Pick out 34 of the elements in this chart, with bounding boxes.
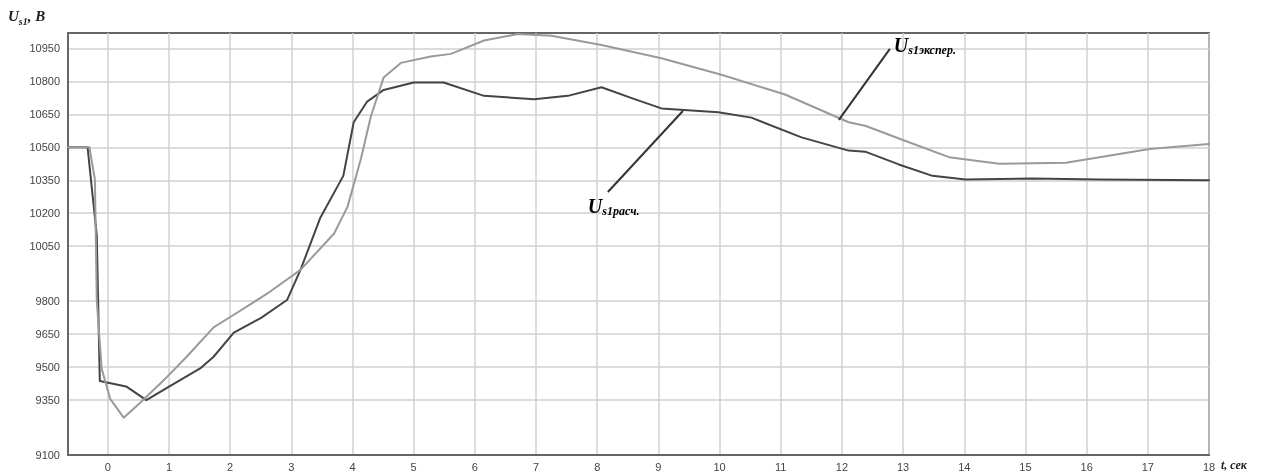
y-axis-title: U$_{s1}$, В bbox=[8, 8, 46, 27]
y-tick-label: 10200 bbox=[29, 207, 60, 220]
y-tick-label: 10500 bbox=[29, 141, 60, 154]
y-tick-label: 10800 bbox=[29, 75, 60, 88]
x-tick-label: 8 bbox=[594, 460, 601, 473]
y-tick-label: 10350 bbox=[29, 174, 60, 187]
y-tick-label: 9650 bbox=[35, 328, 60, 341]
line-series bbox=[67, 33, 1210, 419]
x-tick-label: 0 bbox=[104, 460, 111, 473]
x-tick-label: 18 bbox=[1202, 460, 1216, 473]
x-tick-label: 17 bbox=[1141, 460, 1154, 473]
x-axis-title: t, сек bbox=[1221, 458, 1248, 472]
x-tick-label: 15 bbox=[1019, 460, 1032, 473]
x-tick-label: 16 bbox=[1080, 460, 1093, 473]
x-tick-label: 12 bbox=[835, 460, 849, 473]
y-tick-label: 9350 bbox=[35, 394, 60, 407]
x-tick-label: 6 bbox=[471, 460, 478, 473]
x-tick-label: 2 bbox=[227, 460, 234, 473]
y-tick-label: 10650 bbox=[29, 108, 60, 121]
x-tick-label: 3 bbox=[288, 460, 295, 473]
y-tick-label: 10050 bbox=[29, 240, 60, 253]
x-tick-label: 10 bbox=[713, 460, 726, 473]
x-tick-label: 5 bbox=[410, 460, 417, 473]
x-tick-label: 13 bbox=[896, 460, 910, 473]
y-tick-label: 10950 bbox=[29, 42, 60, 55]
x-tick-label: 4 bbox=[349, 460, 356, 473]
y-tick-label: 9500 bbox=[35, 361, 60, 374]
y-tick-label: 9800 bbox=[35, 295, 60, 308]
x-tick-label: 1 bbox=[165, 460, 173, 473]
x-tick-label: 9 bbox=[655, 460, 662, 473]
x-tick-label: 14 bbox=[958, 460, 971, 473]
y-tick-label: 9100 bbox=[35, 449, 60, 461]
x-tick-label: 7 bbox=[532, 460, 540, 473]
x-tick-label: 11 bbox=[775, 460, 787, 473]
